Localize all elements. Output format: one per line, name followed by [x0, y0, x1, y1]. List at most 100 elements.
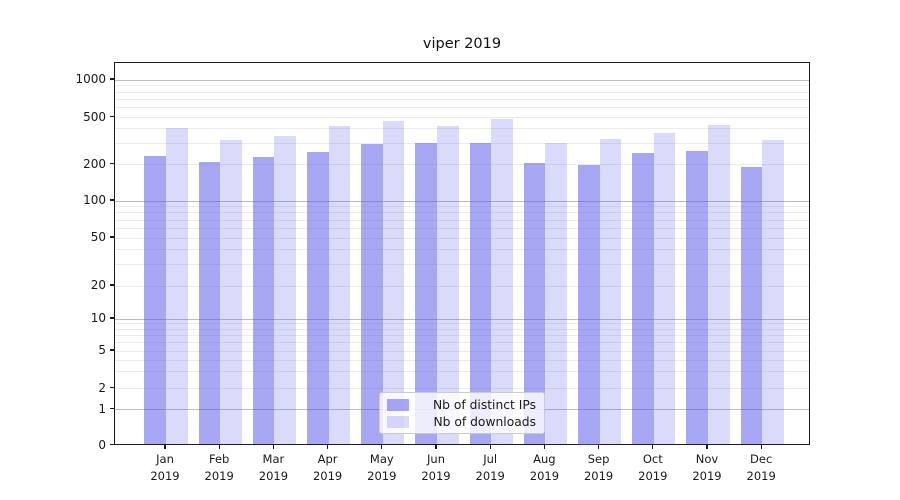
gridline-minor [115, 91, 809, 93]
bar-oct-distinct-ips [632, 152, 654, 445]
x-tick-label-may: May 2019 [352, 451, 412, 484]
y-tick-500 [110, 115, 114, 118]
x-tick-year: 2019 [583, 468, 614, 483]
gridline-minor [115, 237, 809, 239]
bar-feb-distinct-ips [198, 161, 221, 445]
x-tick-label-mar: Mar 2019 [243, 451, 303, 484]
x-tick-oct [652, 445, 654, 449]
y-tick-label-100: 100 [83, 193, 106, 207]
x-tick-month: Jun [427, 452, 445, 466]
gridline-minor [115, 85, 809, 87]
bar-jul-distinct-ips [469, 142, 492, 445]
gridline-minor [115, 323, 809, 325]
x-tick-feb [218, 445, 220, 449]
x-tick-month: Feb [209, 452, 230, 466]
x-tick-month: Jul [483, 452, 498, 466]
y-tick-label-2: 2 [98, 380, 106, 395]
bar-feb-downloads [220, 140, 242, 445]
x-tick-jun [435, 445, 437, 449]
x-tick-aug [543, 445, 545, 449]
y-tick-label-50: 50 [90, 230, 106, 244]
gridline-major [115, 318, 809, 320]
legend-swatch-downloads-icon [387, 415, 409, 428]
gridline-minor [115, 371, 809, 373]
x-tick-label-oct: Oct 2019 [623, 451, 683, 484]
bar-mar-distinct-ips [252, 157, 275, 445]
x-tick-apr [327, 445, 329, 449]
bar-jan-distinct-ips [144, 156, 166, 445]
legend-item-downloads: Nb of downloads [387, 415, 536, 429]
x-tick-year: 2019 [258, 468, 289, 483]
x-tick-label-jul: Jul 2019 [460, 451, 520, 484]
x-tick-sep [598, 445, 600, 449]
bar-jun-distinct-ips [415, 142, 437, 445]
x-tick-nov [706, 445, 708, 449]
gridline-minor [115, 98, 809, 100]
y-tick-5 [110, 349, 114, 351]
legend-label-downloads: Nb of downloads [433, 414, 536, 429]
y-tick-label-500: 500 [83, 109, 106, 124]
x-tick-label-jan: Jan 2019 [135, 451, 195, 484]
x-tick-month: May [369, 452, 394, 466]
x-tick-mar [272, 445, 274, 449]
x-tick-year: 2019 [746, 468, 776, 483]
chart-title: viper 2019 [422, 36, 502, 52]
x-tick-label-sep: Sep 2019 [569, 451, 629, 484]
gridline-minor [115, 264, 809, 266]
gridline-minor [115, 342, 809, 344]
gridline-minor [115, 227, 809, 229]
bar-aug-downloads [545, 143, 568, 445]
gridline-minor [115, 143, 809, 145]
y-tick-0 [110, 443, 114, 446]
gridline-minor [115, 117, 809, 118]
bar-sep-downloads [599, 139, 622, 445]
gridline-minor [115, 249, 809, 251]
x-tick-month: Aug [533, 452, 556, 466]
y-tick-label-5: 5 [98, 343, 106, 357]
x-tick-year: 2019 [367, 468, 397, 483]
gridline-minor [115, 128, 809, 130]
x-tick-jan [164, 445, 166, 449]
y-tick-100 [110, 199, 114, 201]
y-tick-1000 [110, 78, 114, 80]
x-tick-month: Mar [262, 452, 285, 466]
y-tick-10 [110, 317, 114, 319]
legend-label-distinct-ips: Nb of distinct IPs [432, 397, 536, 412]
x-tick-year: 2019 [312, 468, 343, 483]
bar-nov-distinct-ips [686, 151, 708, 445]
y-tick-20 [110, 284, 114, 286]
bar-oct-downloads [653, 132, 676, 445]
x-tick-year: 2019 [421, 468, 451, 483]
bar-may-distinct-ips [361, 143, 383, 445]
bar-jun-downloads [437, 125, 459, 445]
x-tick-month: Dec [750, 452, 773, 466]
bar-aug-distinct-ips [523, 162, 546, 445]
gridline-minor [115, 219, 809, 221]
legend-item-distinct-ips: Nb of distinct IPs [387, 398, 536, 412]
bar-dec-distinct-ips [740, 166, 763, 445]
x-tick-year: 2019 [475, 468, 505, 483]
x-tick-month: Oct [642, 452, 663, 466]
gridline-minor [115, 164, 809, 165]
x-tick-label-aug: Aug 2019 [514, 451, 574, 484]
x-tick-label-jun: Jun 2019 [406, 451, 466, 484]
x-tick-year: 2019 [692, 468, 722, 483]
y-tick-label-10: 10 [90, 311, 106, 325]
bar-jul-downloads [491, 118, 513, 445]
y-tick-label-1: 1 [98, 401, 106, 416]
x-tick-year: 2019 [204, 468, 234, 483]
gridline-minor [115, 285, 809, 287]
bar-dec-downloads [762, 139, 784, 445]
gridline-minor [115, 388, 809, 389]
y-tick-200 [110, 162, 114, 165]
gridline-major [115, 200, 809, 202]
x-tick-may [381, 445, 383, 449]
x-tick-jul [489, 445, 491, 449]
x-tick-label-feb: Feb 2019 [189, 451, 249, 484]
gridline-minor [115, 212, 809, 214]
gridline-minor [115, 359, 809, 361]
bar-apr-distinct-ips [306, 152, 329, 445]
bar-mar-downloads [274, 135, 297, 445]
y-tick-label-200: 200 [83, 156, 106, 171]
